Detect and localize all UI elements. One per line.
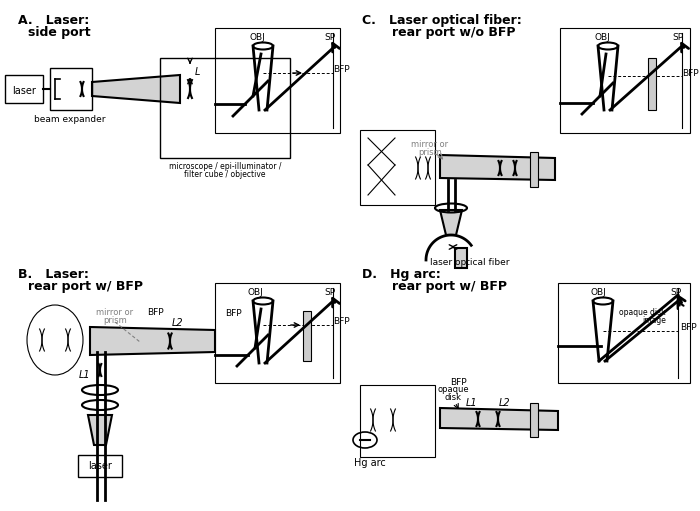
Text: laser optical fiber: laser optical fiber bbox=[430, 258, 510, 267]
Text: L2: L2 bbox=[172, 318, 184, 328]
Bar bbox=[215, 28, 340, 133]
Text: SP: SP bbox=[671, 288, 682, 297]
Text: rear port w/ BFP: rear port w/ BFP bbox=[392, 280, 507, 293]
Text: opaque: opaque bbox=[438, 385, 469, 394]
Text: A.   Laser:: A. Laser: bbox=[18, 14, 90, 27]
Text: BFP: BFP bbox=[449, 378, 466, 387]
Bar bbox=[455, 248, 467, 268]
Text: prism: prism bbox=[103, 316, 127, 325]
Polygon shape bbox=[92, 75, 180, 103]
Text: D.   Hg arc:: D. Hg arc: bbox=[362, 268, 441, 281]
Polygon shape bbox=[440, 408, 558, 430]
Bar bbox=[160, 58, 290, 158]
Text: C.   Laser optical fiber:: C. Laser optical fiber: bbox=[362, 14, 522, 27]
Text: prism: prism bbox=[418, 148, 442, 157]
Polygon shape bbox=[440, 210, 462, 235]
Text: laser: laser bbox=[88, 461, 112, 471]
Text: disk: disk bbox=[444, 393, 461, 402]
Polygon shape bbox=[440, 155, 555, 180]
Text: filter cube / objective: filter cube / objective bbox=[184, 170, 266, 179]
Text: side port: side port bbox=[28, 26, 90, 39]
Bar bbox=[5, 75, 43, 103]
Text: mirror or: mirror or bbox=[412, 140, 449, 149]
Polygon shape bbox=[88, 415, 112, 445]
Text: beam expander: beam expander bbox=[34, 115, 106, 124]
Text: microscope / epi-illuminator /: microscope / epi-illuminator / bbox=[169, 162, 281, 171]
Text: opaque disk: opaque disk bbox=[620, 308, 666, 317]
Text: BFP: BFP bbox=[680, 323, 696, 333]
Bar bbox=[648, 58, 656, 110]
Text: L1: L1 bbox=[79, 370, 91, 380]
Text: BFP: BFP bbox=[225, 309, 242, 317]
Bar bbox=[530, 403, 538, 437]
Bar bbox=[530, 152, 538, 187]
Bar bbox=[215, 283, 340, 383]
Text: BFP: BFP bbox=[147, 308, 163, 317]
Text: laser: laser bbox=[12, 86, 36, 96]
Text: SP: SP bbox=[324, 33, 335, 42]
Text: BFP: BFP bbox=[682, 68, 699, 78]
Text: OBJ: OBJ bbox=[590, 288, 606, 297]
Bar bbox=[360, 130, 435, 205]
Text: BFP: BFP bbox=[333, 65, 349, 75]
Bar bbox=[360, 385, 435, 457]
Text: rear port w/ BFP: rear port w/ BFP bbox=[28, 280, 143, 293]
Text: mirror or: mirror or bbox=[97, 308, 134, 317]
Text: SP: SP bbox=[324, 288, 335, 297]
Polygon shape bbox=[90, 327, 215, 355]
Bar bbox=[303, 311, 311, 361]
Text: OBJ: OBJ bbox=[594, 33, 610, 42]
Text: L2: L2 bbox=[499, 398, 511, 408]
Text: L: L bbox=[195, 67, 200, 77]
Text: OBJ: OBJ bbox=[249, 33, 265, 42]
Text: image: image bbox=[642, 316, 666, 325]
Text: OBJ: OBJ bbox=[247, 288, 263, 297]
Bar bbox=[560, 28, 690, 133]
Text: SP: SP bbox=[673, 33, 684, 42]
Text: B.   Laser:: B. Laser: bbox=[18, 268, 89, 281]
Text: L1: L1 bbox=[466, 398, 478, 408]
Bar bbox=[78, 455, 122, 477]
Text: rear port w/o BFP: rear port w/o BFP bbox=[392, 26, 515, 39]
Bar bbox=[50, 68, 92, 110]
Bar bbox=[558, 283, 690, 383]
Text: BFP: BFP bbox=[333, 316, 349, 326]
Text: Hg arc: Hg arc bbox=[354, 458, 386, 468]
